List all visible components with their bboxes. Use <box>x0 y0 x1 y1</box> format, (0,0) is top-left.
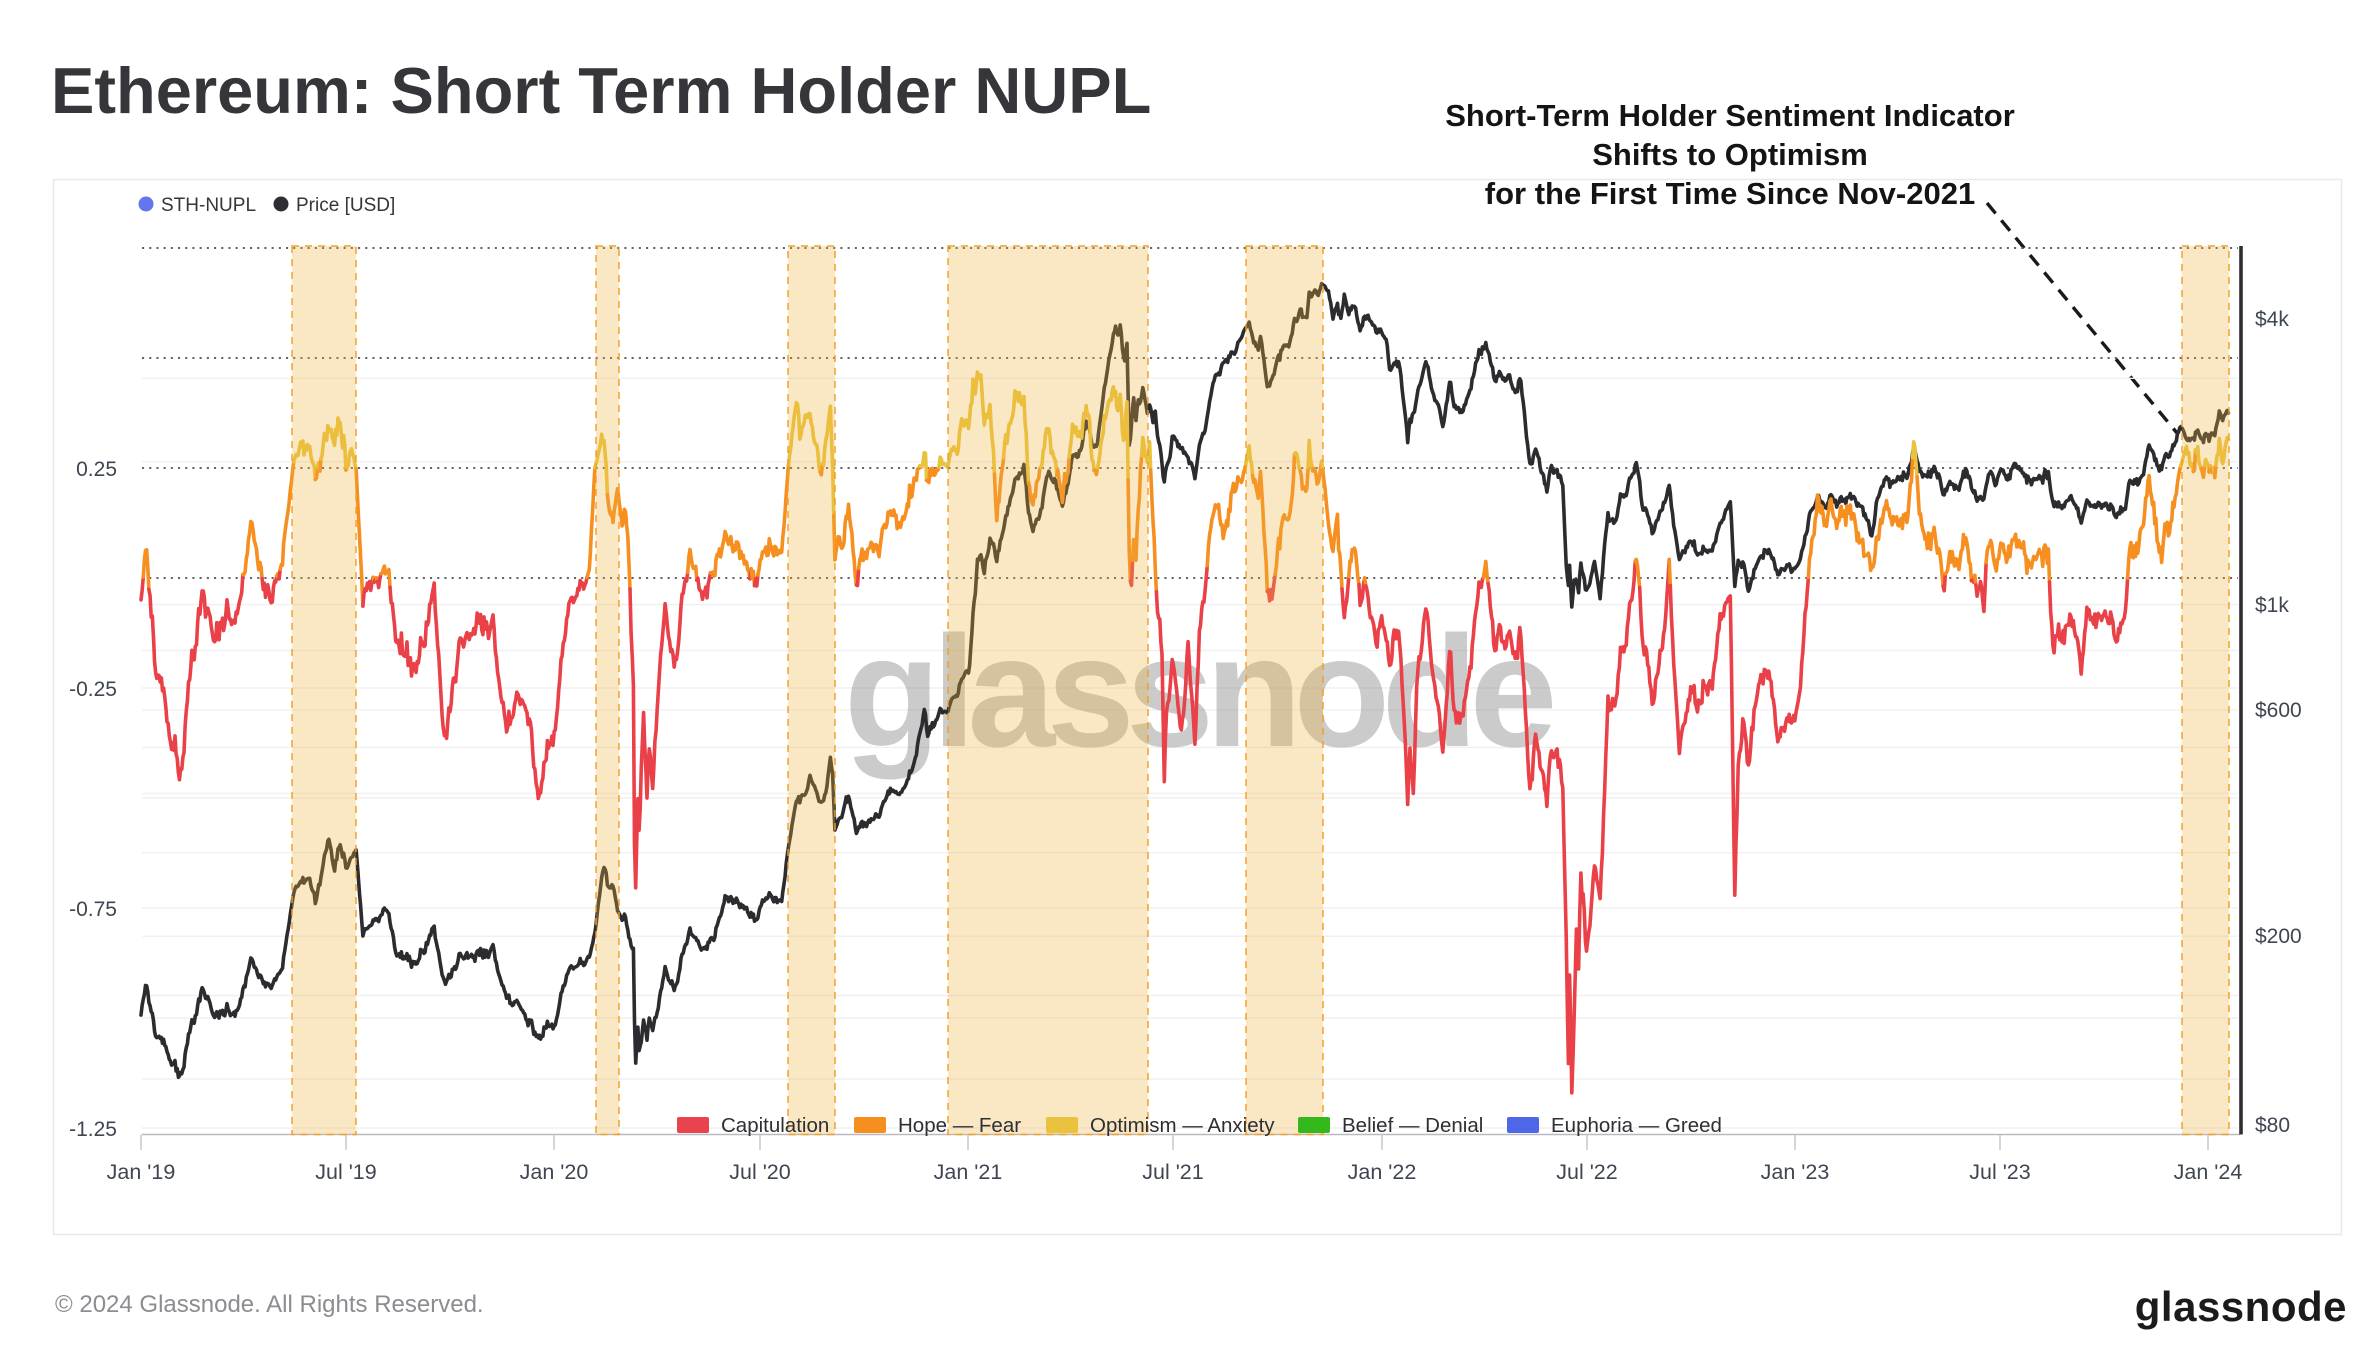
svg-text:Ethereum: Short Term Holder NU: Ethereum: Short Term Holder NUPL <box>51 54 1151 127</box>
svg-text:Capitulation: Capitulation <box>721 1114 829 1137</box>
svg-text:Optimism — Anxiety: Optimism — Anxiety <box>1090 1114 1275 1137</box>
svg-text:Jan '23: Jan '23 <box>1761 1160 1830 1184</box>
svg-text:Jan '22: Jan '22 <box>1348 1160 1417 1184</box>
svg-text:$600: $600 <box>2255 699 2302 722</box>
svg-text:-0.25: -0.25 <box>69 678 117 701</box>
svg-text:$200: $200 <box>2255 925 2302 948</box>
svg-text:Jul '20: Jul '20 <box>729 1160 791 1184</box>
svg-text:Jul '23: Jul '23 <box>1969 1160 2031 1184</box>
svg-text:$1k: $1k <box>2255 594 2289 617</box>
svg-text:Short-Term Holder Sentiment In: Short-Term Holder Sentiment Indicator <box>1445 98 2015 133</box>
svg-text:Hope — Fear: Hope — Fear <box>898 1114 1021 1137</box>
svg-text:0.25: 0.25 <box>76 458 117 481</box>
svg-text:-1.25: -1.25 <box>69 1118 117 1141</box>
svg-text:Jan '19: Jan '19 <box>107 1160 176 1184</box>
svg-text:-0.75: -0.75 <box>69 898 117 921</box>
svg-text:Belief — Denial: Belief — Denial <box>1342 1114 1483 1137</box>
svg-text:STH-NUPL: STH-NUPL <box>161 195 256 216</box>
svg-text:Jan '21: Jan '21 <box>934 1160 1003 1184</box>
svg-text:Price [USD]: Price [USD] <box>296 195 395 216</box>
svg-text:Euphoria — Greed: Euphoria — Greed <box>1551 1114 1722 1137</box>
svg-text:Jul '22: Jul '22 <box>1556 1160 1617 1184</box>
svg-text:for the First Time Since Nov-2: for the First Time Since Nov-2021 <box>1485 176 1975 211</box>
svg-text:glassnode: glassnode <box>2135 1283 2347 1330</box>
svg-text:Jul '21: Jul '21 <box>1142 1160 1203 1184</box>
svg-text:Shifts to Optimism: Shifts to Optimism <box>1592 137 1868 172</box>
svg-text:Jul '19: Jul '19 <box>315 1160 376 1184</box>
svg-text:$80: $80 <box>2255 1114 2290 1137</box>
svg-text:Jan '24: Jan '24 <box>2174 1160 2243 1184</box>
svg-text:$4k: $4k <box>2255 308 2289 331</box>
svg-text:Jan '20: Jan '20 <box>520 1160 589 1184</box>
svg-text:© 2024 Glassnode. All Rights R: © 2024 Glassnode. All Rights Reserved. <box>55 1291 484 1318</box>
